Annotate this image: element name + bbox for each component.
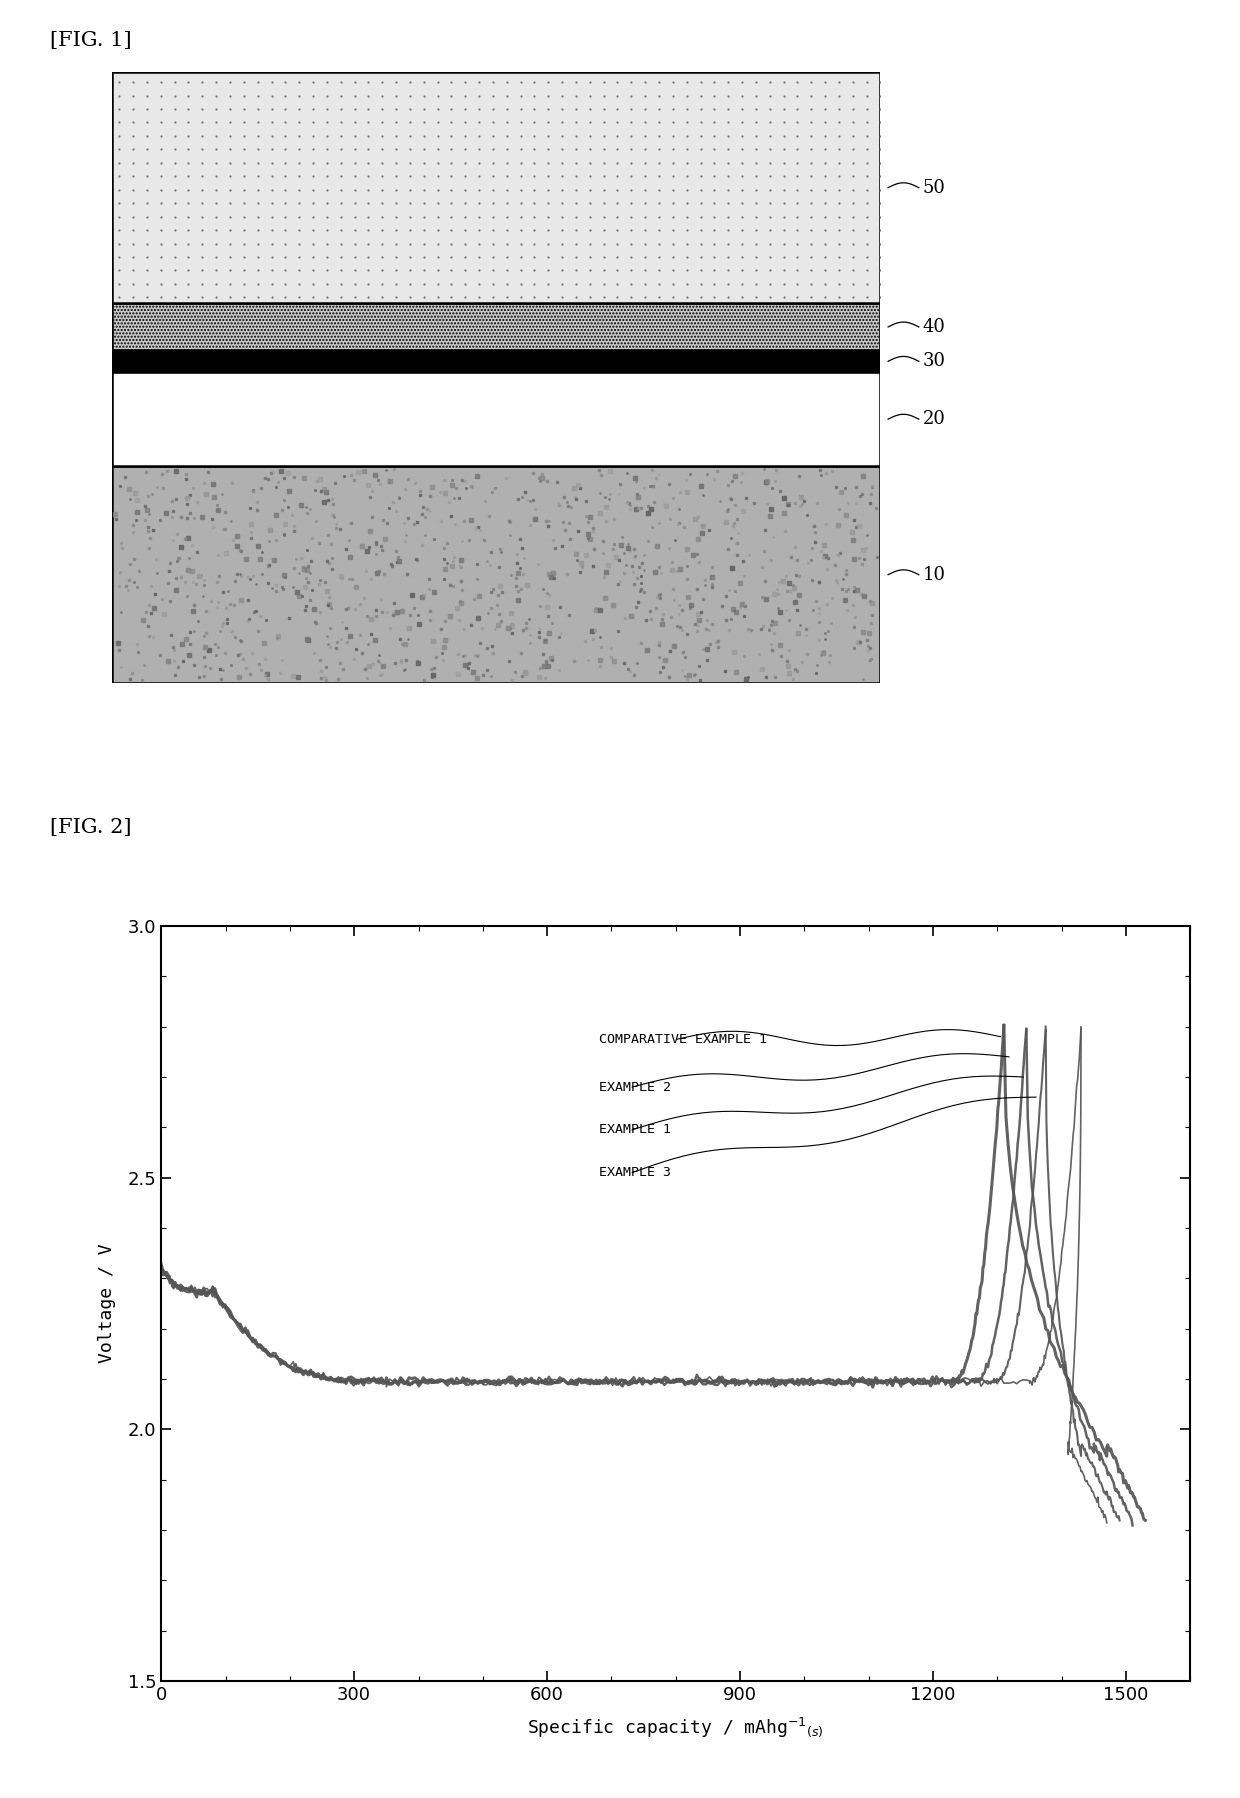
Text: [FIG. 2]: [FIG. 2]	[50, 818, 131, 838]
Bar	[112, 372, 880, 466]
Text: EXAMPLE 2: EXAMPLE 2	[599, 1081, 671, 1093]
Text: 10: 10	[923, 566, 946, 584]
Y-axis label: Voltage / V: Voltage / V	[98, 1244, 117, 1363]
Bar	[112, 351, 880, 372]
Bar	[112, 72, 880, 304]
Text: 20: 20	[923, 410, 946, 428]
Text: EXAMPLE 3: EXAMPLE 3	[599, 1167, 671, 1179]
Text: 50: 50	[923, 178, 946, 196]
Bar	[112, 466, 880, 683]
Text: [FIG. 1]: [FIG. 1]	[50, 31, 131, 50]
Text: EXAMPLE 1: EXAMPLE 1	[599, 1124, 671, 1136]
Text: 30: 30	[923, 352, 946, 370]
Bar	[112, 466, 880, 683]
Text: 40: 40	[923, 318, 946, 336]
X-axis label: Specific capacity / mAhg$^{-1}$$_{(s)}$: Specific capacity / mAhg$^{-1}$$_{(s)}$	[527, 1715, 825, 1739]
Bar	[112, 72, 880, 304]
Text: COMPARATIVE EXAMPLE 1: COMPARATIVE EXAMPLE 1	[599, 1032, 766, 1046]
Bar	[112, 304, 880, 351]
